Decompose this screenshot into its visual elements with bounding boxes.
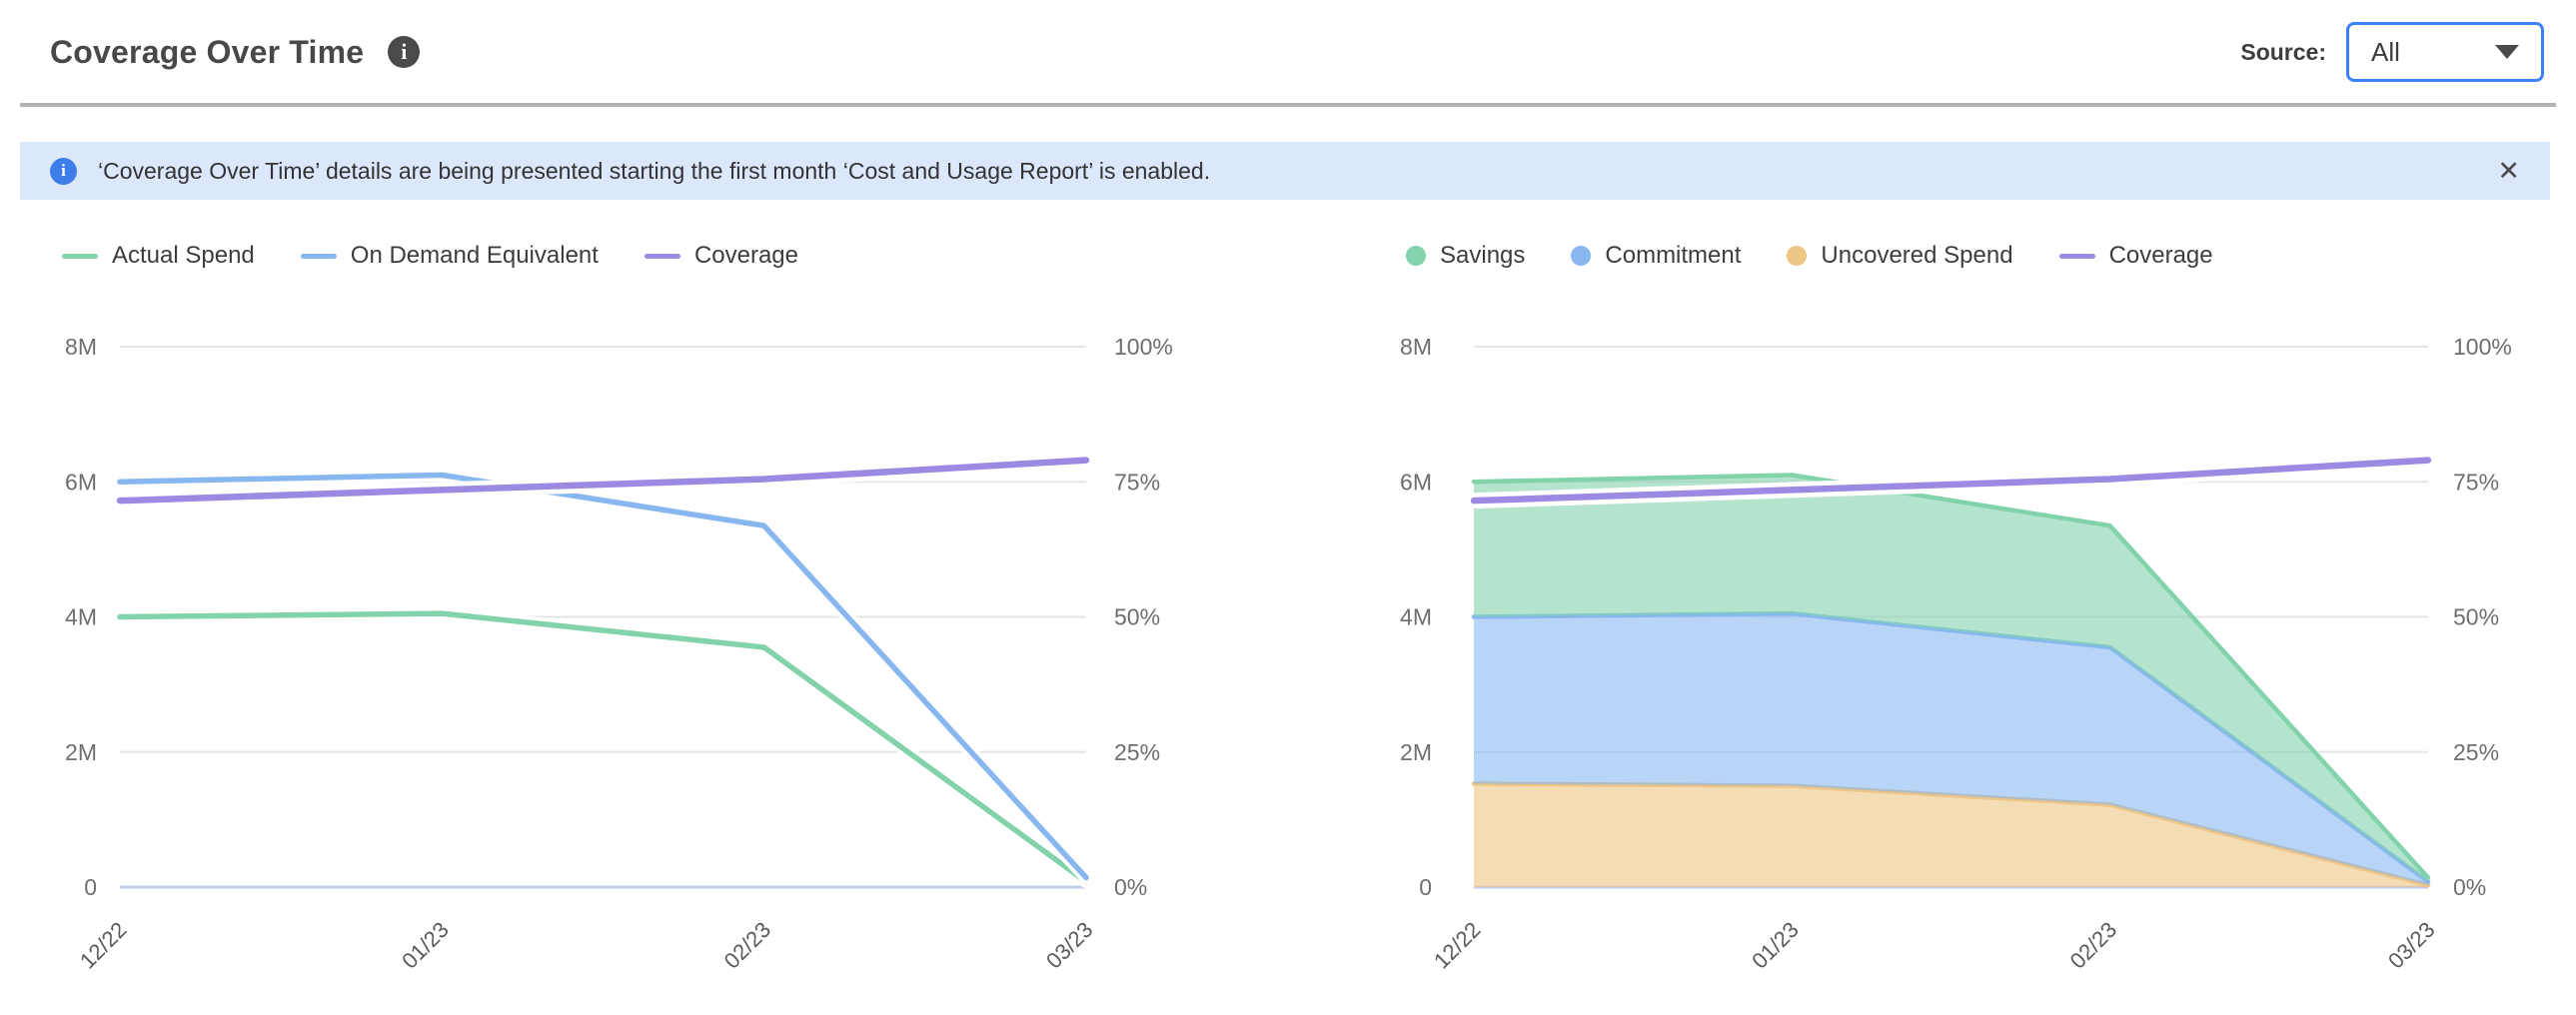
legend-label: Coverage xyxy=(2108,242,2213,269)
legend-item-coverage[interactable]: Coverage xyxy=(644,242,798,270)
area-commitment xyxy=(1474,613,2428,885)
y-axis-left-label: 8M xyxy=(1400,334,1432,360)
banner-text: ‘Coverage Over Time’ details are being p… xyxy=(98,157,1211,184)
chart-spend-lines: Actual Spend On Demand Equivalent Coverage… xyxy=(40,230,1179,1015)
legend-label: On Demand Equivalent xyxy=(350,242,599,269)
y-axis-right-label: 50% xyxy=(1114,604,1160,630)
legend-item-commitment[interactable]: Commitment xyxy=(1571,242,1741,270)
source-control: Source: All xyxy=(2240,22,2544,82)
x-axis-label: 02/23 xyxy=(2065,917,2122,974)
x-axis-label: 12/22 xyxy=(75,917,132,974)
y-axis-right-label: 25% xyxy=(1114,739,1160,765)
chart-canvas-spend-lines: 0 0% 2M 25% 4M 50% 6M 75% 8M 100% 12/22 01/23 02/23 0… xyxy=(65,334,1173,974)
chart-legend: Savings Commitment Uncovered Spend Coverage xyxy=(1384,230,2543,282)
series-line-actual-spend xyxy=(117,610,1089,885)
y-axis-right-label: 100% xyxy=(2453,334,2512,360)
plot-hover-area[interactable] xyxy=(120,347,1086,887)
series-line-coverage xyxy=(116,457,1090,505)
legend-label: Uncovered Spend xyxy=(1821,242,2013,269)
charts-row: Actual Spend On Demand Equivalent Coverage… xyxy=(0,230,2576,1015)
title-wrap: Coverage Over Time i xyxy=(50,33,421,71)
y-axis-right-label: 75% xyxy=(2453,469,2499,495)
legend-label: Coverage xyxy=(693,242,798,269)
chart-legend: Actual Spend On Demand Equivalent Coverage xyxy=(40,230,1179,282)
y-axis-right-label: 75% xyxy=(1114,469,1160,495)
legend-label: Savings xyxy=(1440,242,1526,269)
dropdown-caret-icon xyxy=(2495,45,2519,59)
y-axis-left-label: 6M xyxy=(1400,469,1432,495)
page-title: Coverage Over Time xyxy=(50,33,365,70)
x-axis-label: 03/23 xyxy=(1041,917,1098,974)
legend-label: Actual Spend xyxy=(112,242,255,269)
commitment-swatch-icon xyxy=(1571,246,1592,266)
actual-spend-swatch-icon xyxy=(62,253,98,259)
source-label: Source: xyxy=(2240,38,2326,65)
info-banner: i ‘Coverage Over Time’ details are being… xyxy=(20,142,2550,200)
y-axis-left-label: 4M xyxy=(65,604,97,630)
y-axis-left-label: 2M xyxy=(1400,739,1432,765)
area-uncovered-spend xyxy=(1474,783,2428,887)
area-savings xyxy=(1474,475,2428,882)
x-axis-label: 03/23 xyxy=(2383,917,2440,974)
x-axis-label: 01/23 xyxy=(397,917,454,974)
plot-hover-area[interactable] xyxy=(1474,347,2428,887)
title-info-icon[interactable]: i xyxy=(388,36,421,68)
banner-close-icon[interactable]: ✕ xyxy=(2497,155,2520,186)
area-top-line-savings xyxy=(1471,473,2431,880)
legend-item-actual-spend[interactable]: Actual Spend xyxy=(62,242,255,270)
banner-info-icon: i xyxy=(50,157,77,185)
legend-item-savings[interactable]: Savings xyxy=(1406,242,1525,270)
header-divider xyxy=(20,103,2556,107)
y-axis-left-label: 2M xyxy=(65,739,97,765)
y-axis-right-label: 50% xyxy=(2453,604,2499,630)
y-axis-right-label: 100% xyxy=(1114,334,1173,360)
y-axis-right-label: 0% xyxy=(1114,874,1147,900)
y-axis-left-label: 0 xyxy=(1419,874,1432,900)
source-value: All xyxy=(2371,36,2400,67)
coverage-swatch-icon xyxy=(2058,253,2095,259)
header: Coverage Over Time i Source: All xyxy=(50,0,2544,104)
chart-canvas-coverage-areas: 0 0% 2M 25% 4M 50% 6M 75% 8M 100% 12/22 01/23 02/23 0… xyxy=(1400,334,2512,974)
uncovered-spend-swatch-icon xyxy=(1787,246,1808,266)
y-axis-left-label: 8M xyxy=(65,334,97,360)
series-line-on-demand-equivalent xyxy=(117,472,1089,881)
y-axis-right-label: 25% xyxy=(2453,739,2499,765)
legend-label: Commitment xyxy=(1605,242,1742,269)
x-axis-label: 01/23 xyxy=(1747,917,1804,974)
x-axis-label: 12/22 xyxy=(1429,917,1486,974)
area-top-line-commitment xyxy=(1471,610,2431,884)
source-select[interactable]: All xyxy=(2346,22,2544,82)
y-axis-right-label: 0% xyxy=(2453,874,2486,900)
legend-item-on-demand-equivalent[interactable]: On Demand Equivalent xyxy=(300,242,599,270)
savings-swatch-icon xyxy=(1406,246,1426,266)
chart-coverage-areas: Savings Commitment Uncovered Spend Coverage… xyxy=(1384,230,2543,1015)
y-axis-left-label: 0 xyxy=(84,874,97,900)
on-demand-equivalent-swatch-icon xyxy=(300,253,337,259)
y-axis-left-label: 4M xyxy=(1400,604,1432,630)
series-line-coverage xyxy=(1470,457,2432,505)
legend-item-coverage[interactable]: Coverage xyxy=(2058,242,2213,270)
x-axis-label: 02/23 xyxy=(719,917,776,974)
legend-item-uncovered-spend[interactable]: Uncovered Spend xyxy=(1787,242,2013,270)
y-axis-left-label: 6M xyxy=(65,469,97,495)
coverage-swatch-icon xyxy=(644,253,680,259)
